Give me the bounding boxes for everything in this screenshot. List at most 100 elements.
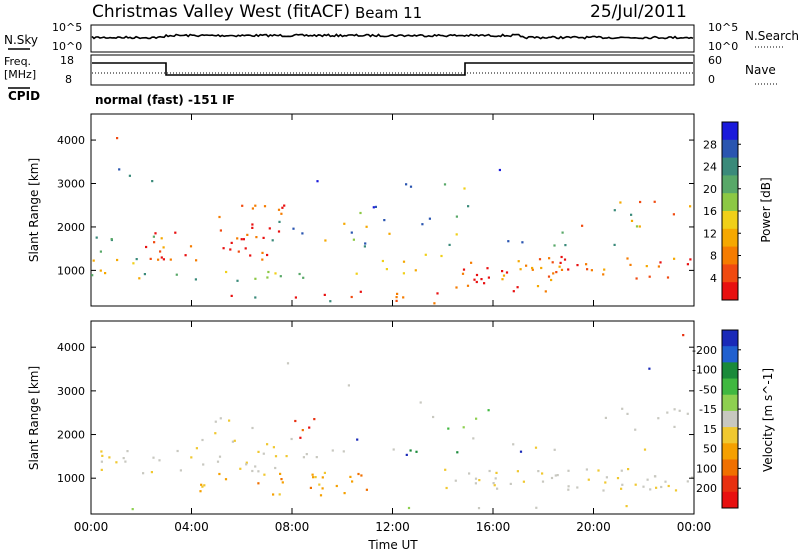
range-cell <box>99 250 102 253</box>
time-tick-label: 08:00 <box>275 520 310 534</box>
range-cell <box>604 481 607 484</box>
range-cell <box>564 244 567 247</box>
range-cell <box>299 436 302 439</box>
range-cell <box>149 257 152 260</box>
range-cell <box>179 469 182 472</box>
range-cell <box>414 269 417 272</box>
range-cell <box>122 457 125 460</box>
range-cell <box>251 223 254 226</box>
range-cell <box>691 476 694 479</box>
range-cell <box>494 477 497 480</box>
range-cell <box>516 286 519 289</box>
range-cell <box>555 271 558 274</box>
range-cell <box>108 456 111 459</box>
range-cell <box>124 460 127 463</box>
range-cell <box>463 187 466 190</box>
range-cell <box>467 205 470 208</box>
range-cell <box>402 296 405 299</box>
n-search-label: N.Search <box>745 29 799 43</box>
range-cell <box>480 278 483 281</box>
colorbar-tick-label: 100 <box>696 462 717 475</box>
range-cell <box>475 280 478 284</box>
range-cell <box>214 420 217 423</box>
power-panel: 1000 2000 3000 4000 Slant Range [km] 28 24 20… <box>27 113 773 307</box>
range-cell <box>626 257 629 260</box>
range-cell <box>474 477 478 480</box>
range-cell <box>363 245 366 248</box>
range-cell <box>483 282 486 285</box>
range-cell <box>540 266 543 270</box>
range-cell <box>686 412 689 415</box>
colorbar-tick-label: 16 <box>703 205 717 218</box>
range-cell <box>605 476 608 479</box>
range-cell <box>626 412 629 415</box>
range-cell <box>567 485 570 488</box>
range-cell <box>257 482 260 485</box>
range-cell <box>536 285 540 288</box>
range-cell <box>653 200 656 203</box>
range-cell <box>673 408 676 411</box>
colorbar-tick-label: 15 <box>703 423 717 436</box>
range-cell <box>558 265 561 268</box>
range-cell <box>351 480 354 483</box>
colorbar-swatch <box>722 139 738 159</box>
beam-label: Beam 11 <box>355 4 422 22</box>
range-cell <box>230 294 233 297</box>
colorbar-swatch <box>722 491 738 509</box>
power-colorbar: 28 24 20 16 12 8 4 <box>703 121 741 301</box>
range-cell <box>254 204 257 207</box>
range-cell <box>512 290 515 293</box>
range-cell <box>602 489 605 492</box>
range-cell <box>581 224 584 227</box>
range-cell <box>655 486 658 489</box>
velocity-panel: 1000 2000 3000 4000 Slant Range [km] -200 -1… <box>27 320 775 515</box>
range-cell <box>436 292 439 295</box>
range-cell <box>535 506 538 509</box>
range-cell <box>324 239 327 242</box>
range-cell <box>590 269 593 272</box>
range-cell <box>548 257 551 260</box>
range-cell <box>236 237 239 240</box>
range-cell <box>174 231 177 234</box>
range-cell <box>158 459 161 462</box>
range-cell <box>254 277 257 280</box>
range-cell <box>194 278 197 281</box>
range-cell <box>475 273 479 277</box>
range-cell <box>294 419 297 423</box>
range-cell <box>689 205 692 208</box>
range-cell <box>501 278 504 281</box>
range-cell <box>547 275 551 278</box>
range-cell <box>292 227 295 230</box>
range-cell <box>556 474 559 477</box>
range-cell <box>444 468 447 471</box>
range-cell <box>478 479 481 482</box>
range-cell <box>550 476 554 480</box>
range-cell <box>281 206 284 209</box>
range-cell <box>157 258 160 261</box>
colorbar-tick-label: -200 <box>692 344 717 357</box>
time-axis: 00:00 04:00 08:00 12:00 16:00 20:00 00:00 <box>74 114 711 534</box>
range-cell <box>343 492 346 495</box>
range-cell <box>230 241 233 244</box>
range-cell <box>643 448 647 451</box>
range-cell <box>143 273 146 276</box>
range-cell <box>308 426 311 429</box>
range-cell <box>200 483 203 486</box>
range-cell <box>604 416 607 419</box>
range-cell <box>301 232 304 235</box>
range-cell <box>244 247 247 250</box>
range-cell <box>507 240 510 243</box>
power-panel-frame <box>90 113 695 307</box>
range-cell <box>335 484 338 488</box>
range-cell <box>664 480 667 483</box>
range-cell <box>261 251 264 254</box>
range-cell <box>402 272 405 275</box>
range-cell <box>682 334 685 337</box>
time-tick-label: 00:00 <box>74 520 109 534</box>
range-cell <box>245 463 248 466</box>
range-cell <box>251 469 254 473</box>
range-cell <box>648 275 651 278</box>
range-cell <box>488 469 491 473</box>
range-cell <box>639 200 642 204</box>
station-title: Christmas Valley West (fitACF) <box>92 2 350 22</box>
